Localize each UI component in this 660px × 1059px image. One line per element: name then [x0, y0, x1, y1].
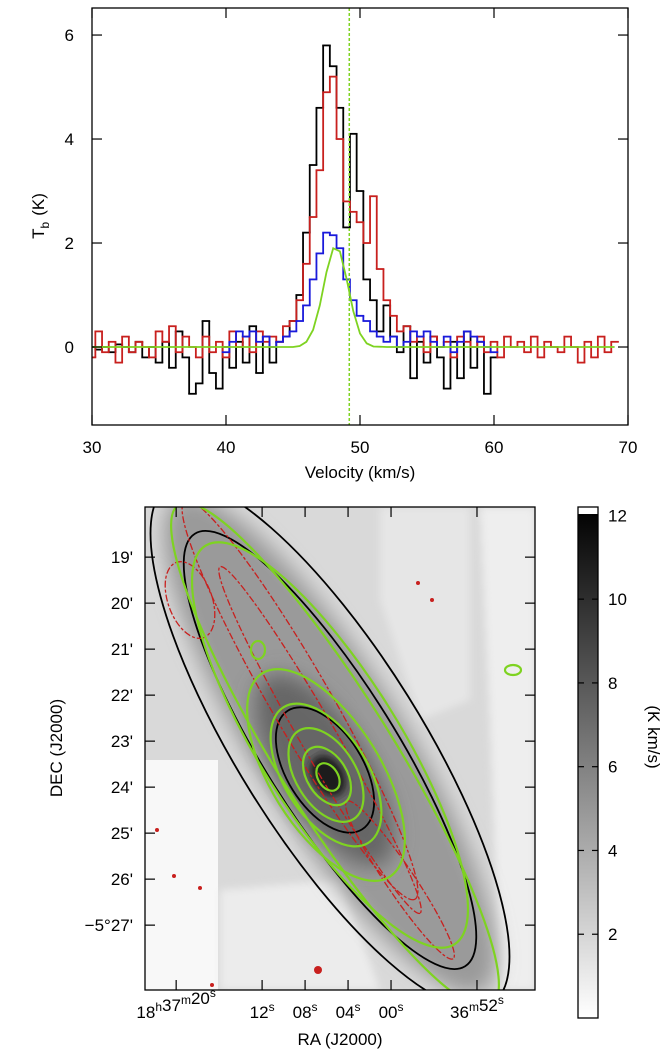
x-tick-label: 12s — [250, 1000, 275, 1022]
plot-frame — [91, 7, 629, 426]
x-tick-label: 04s — [336, 1000, 361, 1022]
x-tick-label: 40 — [217, 438, 236, 457]
y-axis-label-sub: b — [38, 221, 52, 228]
y-tick-label: 25' — [111, 824, 133, 843]
spectrum-riser — [94, 76, 613, 363]
plot-area — [92, 8, 619, 425]
colorbar-frame — [577, 506, 599, 1019]
y-tick-label: 22' — [111, 686, 133, 705]
map-frame — [144, 506, 536, 991]
x-tick-label: 00s — [379, 1000, 404, 1022]
fit-line — [92, 246, 615, 348]
colorbar-label: (K km/s) — [644, 705, 660, 768]
y-tick-label: 2 — [65, 234, 74, 253]
spectrum-panel: Velocity (km/s) Tb (K) 30 40 50 60 70 0 2 4 6 — [29, 7, 638, 482]
y-tick-label: −5°27' — [85, 916, 133, 935]
map-image — [145, 507, 535, 990]
y-axis-label-unit: (K) — [29, 193, 48, 216]
colorbar — [578, 507, 598, 1018]
y-axis-label: Tb (K) — [29, 193, 52, 239]
colorbar-tick-label: 6 — [608, 758, 617, 777]
colorbar-tick-label: 2 — [608, 925, 617, 944]
y-tick-label: 4 — [65, 130, 74, 149]
x-tick-label: 60 — [485, 438, 504, 457]
y-tick-label: 24' — [111, 778, 133, 797]
x-axis-label: Velocity (km/s) — [305, 463, 416, 482]
y-axis-label-main: T — [29, 228, 48, 238]
y-tick-label: 19' — [111, 548, 133, 567]
x-tick-label: 36m52s — [450, 993, 504, 1022]
y-tick-label: 21' — [111, 640, 133, 659]
x-tick-label: 30 — [83, 438, 102, 457]
x-tick-label: 18h37m20s — [136, 986, 215, 1022]
y-tick-label: 23' — [111, 732, 133, 751]
x-tick-label: 70 — [619, 438, 638, 457]
y-tick-label: 0 — [65, 338, 74, 357]
colorbar-tick-label: 10 — [608, 590, 627, 609]
y-tick-label: 26' — [111, 870, 133, 889]
colorbar-tick-label: 8 — [608, 674, 617, 693]
colorbar-tick-label: 4 — [608, 841, 617, 860]
x-tick-label: 50 — [351, 438, 370, 457]
x-axis-label: RA (J2000) — [297, 1030, 382, 1049]
x-tick-label: 08s — [293, 1000, 318, 1022]
y-tick-label: 20' — [111, 594, 133, 613]
colorbar-cap — [578, 507, 598, 514]
colorbar-tick-label: 12 — [608, 506, 627, 525]
y-tick-label: 6 — [65, 26, 74, 45]
y-axis-label: DEC (J2000) — [47, 699, 66, 797]
map-panel: RA (J2000) DEC (J2000) (K km/s) 18h37m20… — [47, 506, 660, 1049]
